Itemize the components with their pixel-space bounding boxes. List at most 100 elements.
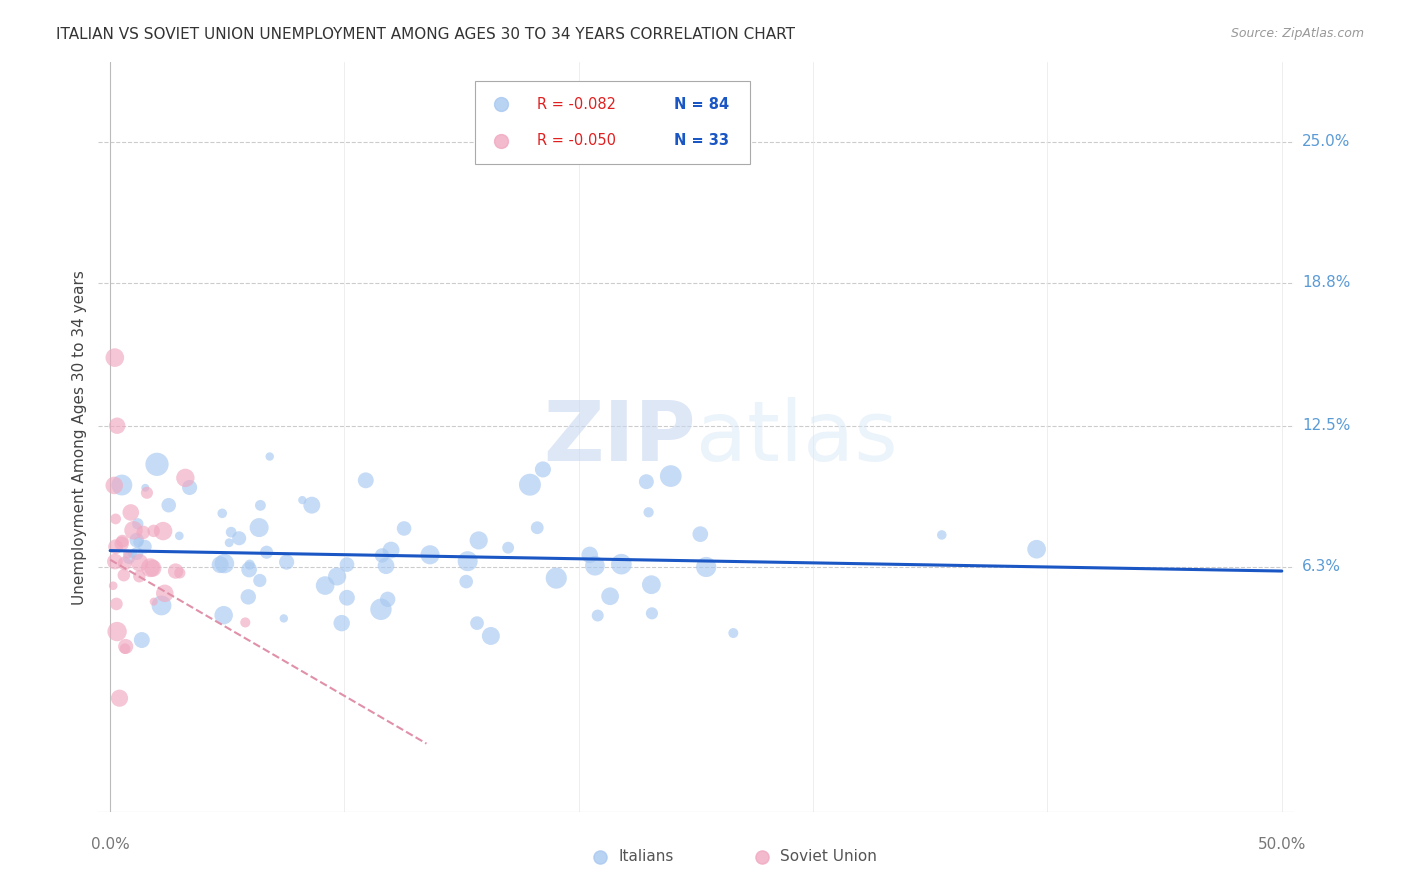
Text: atlas: atlas (696, 397, 897, 477)
Point (117, 547, 139, 561)
Point (526, 521, 548, 535)
Point (456, 574, 478, 589)
Point (120, 506, 142, 520)
Point (599, 589, 621, 603)
Point (136, 485, 159, 500)
Point (104, 540, 127, 554)
Point (336, 558, 359, 572)
Point (610, 557, 633, 571)
Point (105, 597, 128, 611)
Point (636, 475, 658, 489)
Point (249, 574, 271, 588)
Point (380, 543, 402, 558)
Text: R = -0.082: R = -0.082 (537, 96, 616, 112)
Point (689, 527, 711, 541)
Text: N = 33: N = 33 (675, 133, 730, 148)
Text: ZIP: ZIP (544, 397, 696, 477)
Point (330, 616, 353, 631)
Y-axis label: Unemployment Among Ages 30 to 34 years: Unemployment Among Ages 30 to 34 years (72, 269, 87, 605)
Point (114, 557, 136, 571)
Point (122, 523, 145, 537)
Point (239, 558, 262, 572)
Point (108, 691, 131, 706)
Point (1388, 496, 1406, 510)
Point (111, 478, 134, 492)
Point (169, 529, 191, 543)
Point (259, 450, 281, 464)
FancyBboxPatch shape (475, 81, 749, 163)
Point (301, 498, 323, 512)
Point (546, 571, 568, 585)
Point (465, 616, 488, 631)
Text: 6.3%: 6.3% (1302, 559, 1341, 574)
Point (375, 558, 398, 573)
Text: N = 84: N = 84 (675, 96, 730, 112)
Point (457, 554, 479, 568)
Point (174, 471, 197, 485)
Point (1083, 838, 1105, 853)
Point (152, 524, 174, 538)
Point (273, 611, 295, 625)
Point (326, 569, 349, 583)
Point (479, 629, 502, 643)
Text: 25.0%: 25.0% (1302, 135, 1350, 149)
Point (165, 564, 187, 578)
Point (214, 557, 236, 571)
Point (132, 525, 155, 540)
Point (1399, 838, 1406, 853)
Point (169, 566, 191, 580)
Point (139, 560, 162, 574)
Point (211, 506, 233, 520)
Point (659, 469, 682, 483)
Text: Source: ZipAtlas.com: Source: ZipAtlas.com (1230, 27, 1364, 40)
Point (467, 533, 489, 548)
Point (291, 493, 314, 508)
Point (142, 561, 165, 575)
Text: 50.0%: 50.0% (1257, 837, 1306, 852)
Point (354, 473, 377, 487)
Point (127, 535, 149, 549)
Point (233, 615, 256, 630)
Point (336, 591, 359, 605)
Point (153, 586, 176, 600)
Point (209, 558, 232, 572)
Point (121, 547, 143, 561)
Point (150, 599, 173, 613)
Point (112, 568, 135, 582)
Point (640, 577, 662, 591)
Point (641, 607, 664, 621)
Point (496, 541, 519, 555)
Point (146, 458, 169, 472)
Point (104, 512, 127, 526)
Point (256, 545, 278, 559)
Point (104, 351, 127, 365)
Point (127, 516, 149, 531)
Point (392, 521, 415, 535)
Point (111, 537, 134, 551)
Point (583, 558, 606, 573)
Point (111, 534, 134, 549)
Point (142, 594, 165, 608)
Point (134, 481, 156, 495)
Point (105, 624, 128, 639)
Text: ITALIAN VS SOVIET UNION UNEMPLOYMENT AMONG AGES 30 TO 34 YEARS CORRELATION CHART: ITALIAN VS SOVIET UNION UNEMPLOYMENT AMO… (56, 27, 796, 42)
Text: 0.0%: 0.0% (91, 837, 129, 852)
Point (247, 520, 270, 534)
Text: Italians: Italians (619, 849, 673, 864)
Text: R = -0.050: R = -0.050 (537, 133, 616, 148)
Point (101, 579, 124, 593)
Point (131, 633, 153, 648)
Point (104, 555, 127, 569)
Point (276, 555, 298, 569)
Point (637, 505, 659, 519)
Text: 12.5%: 12.5% (1302, 418, 1350, 434)
Point (105, 418, 128, 433)
Point (219, 525, 242, 540)
Point (578, 548, 600, 562)
Point (128, 569, 150, 583)
Point (370, 602, 392, 616)
Point (103, 478, 125, 492)
Point (695, 560, 717, 574)
Point (238, 590, 260, 604)
Point (723, 626, 745, 640)
